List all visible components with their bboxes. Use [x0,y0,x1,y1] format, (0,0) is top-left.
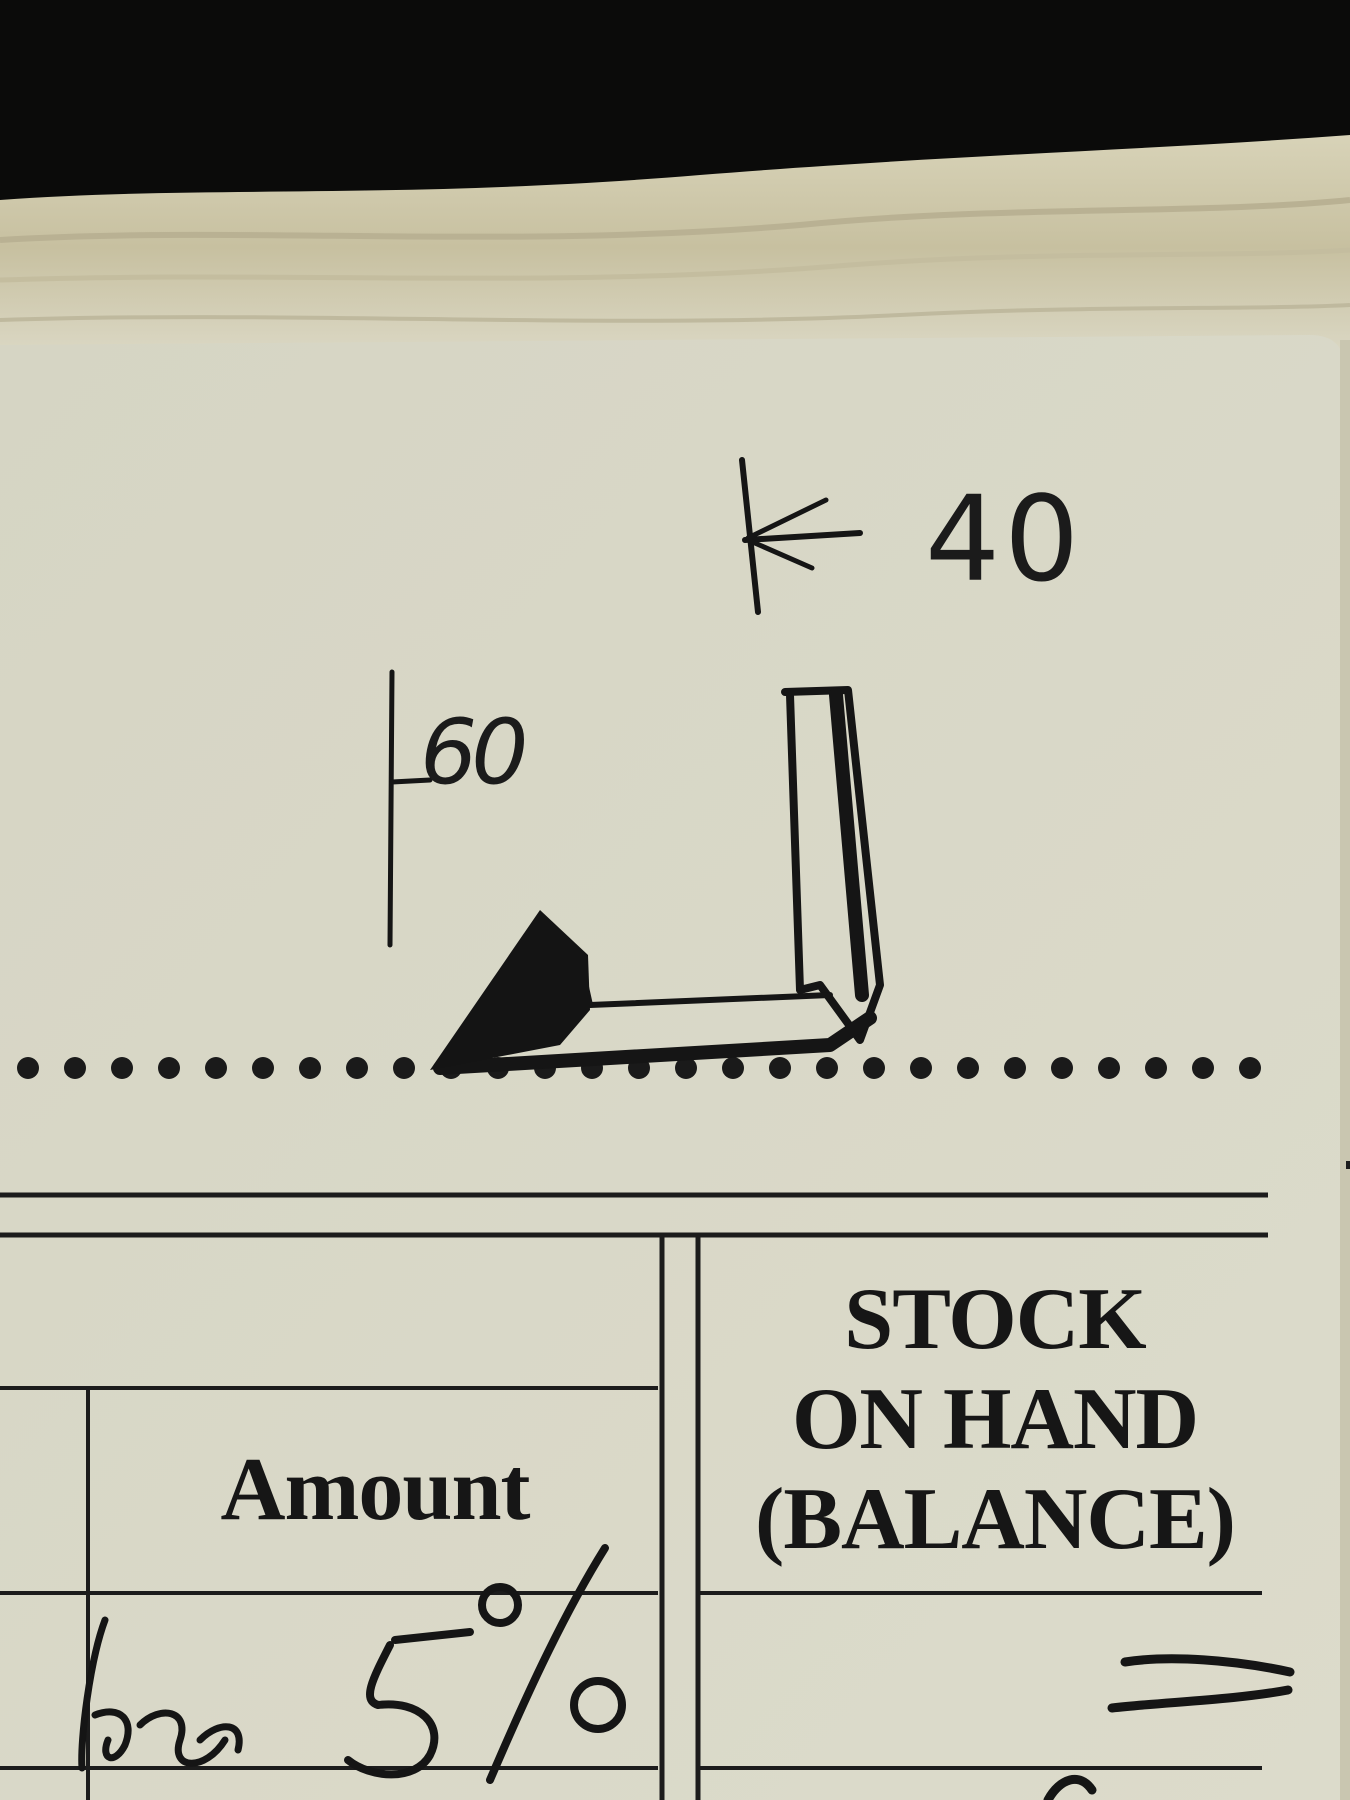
amount-column-header: Amount [220,1440,530,1539]
balance-mark [1043,1654,1295,1800]
form-grid [0,1161,1350,1800]
paper-edge-line [0,303,1350,323]
handwriting-less [78,1616,243,1772]
card-right-edge [1340,340,1350,1800]
stock-header-line: STOCK [844,1271,1147,1368]
dotted-line [17,1057,1261,1079]
paper-edge-line [0,247,1350,283]
stock-header-line: ON HAND [791,1371,1199,1468]
card-paper [0,335,1345,1800]
paper-edge-line [0,197,1350,243]
dimension-40: 40 [925,470,1084,608]
angle-sketch [387,457,884,1075]
handwriting-percent [344,1544,626,1784]
dimension-60: 60 [420,700,529,805]
sketch-fill [430,910,590,1070]
paper-stack-edges [0,135,1350,360]
stock-on-hand-header: STOCK ON HAND (BALANCE) [715,1270,1275,1570]
stock-header-line: (BALANCE) [755,1471,1236,1568]
